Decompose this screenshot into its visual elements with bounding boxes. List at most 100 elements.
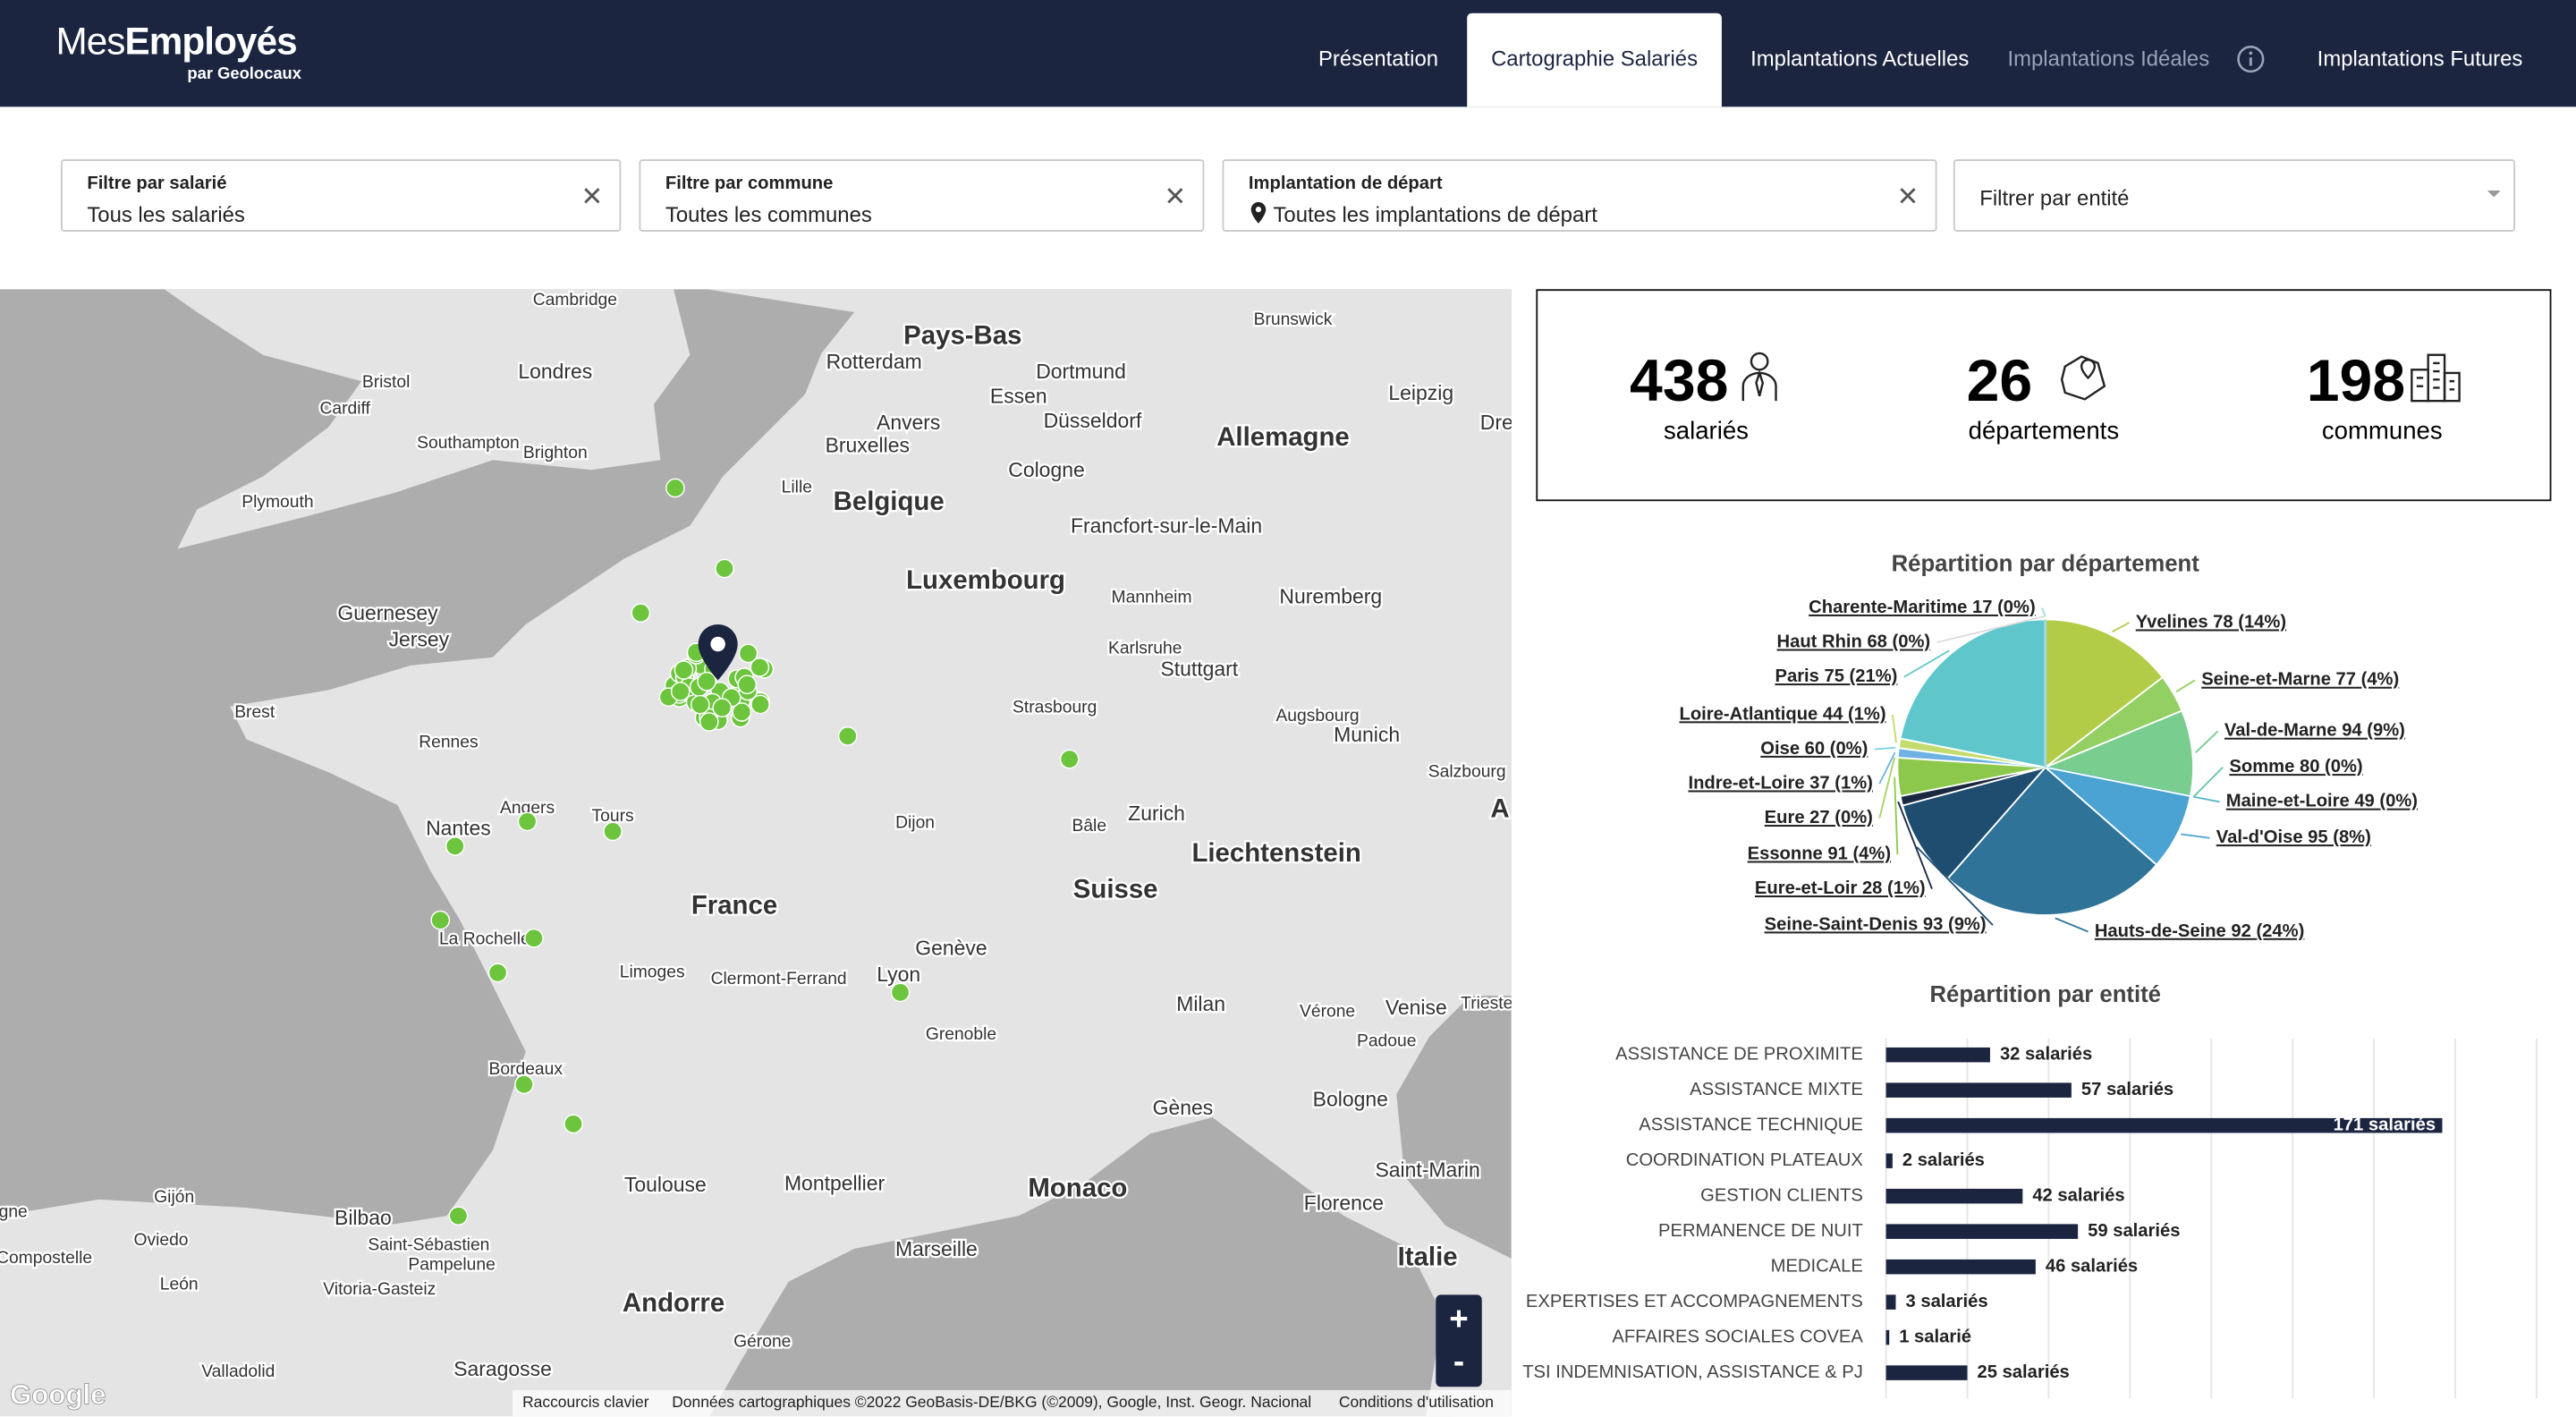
employee-dot[interactable] (712, 698, 733, 717)
employee-dot[interactable] (448, 1206, 469, 1226)
employee-dot[interactable] (890, 982, 911, 1003)
place-label: Belgique (834, 487, 945, 516)
employee-dot[interactable] (732, 702, 752, 722)
pie-label: Charente-Maritime 17 (0%) (1809, 598, 2036, 617)
leader-line (1916, 846, 1994, 926)
zoom-in[interactable]: + (1449, 1300, 1468, 1336)
employee-dot[interactable] (487, 963, 508, 983)
pie-label: Somme 80 (0%) (2229, 757, 2362, 776)
employee-dot[interactable] (715, 558, 734, 579)
place-label: Zurich (1128, 802, 1185, 825)
place-label: Cardiff (320, 399, 371, 418)
nav-tab[interactable]: Implantations Idéales (2007, 46, 2210, 71)
value-label: 3 salariés (1906, 1292, 1988, 1311)
place-label: Dre (1480, 411, 1512, 434)
leader-line (1936, 615, 2046, 644)
filter[interactable]: Filtrer par entité (1953, 159, 2516, 232)
leader-line (2195, 730, 2219, 753)
nav-tab[interactable]: Implantations Futures (2317, 46, 2523, 71)
place-label: Cambridge (533, 291, 617, 310)
place-label: Bruxelles (826, 434, 910, 457)
employee-dot[interactable] (697, 671, 716, 692)
top-nav: MesEmployés par Geolocaux Présentation C… (0, 0, 2576, 107)
employee-dot[interactable] (750, 694, 770, 715)
place-label: Rotterdam (826, 350, 922, 373)
y-tick-label: MEDICALE (1771, 1256, 1863, 1276)
place-label: Clermont-Ferrand (711, 970, 847, 989)
place-label: Francfort-sur-le-Main (1071, 514, 1262, 538)
pie-label: Seine-et-Marne 77 (4%) (2201, 670, 2399, 690)
google-logo: Google (10, 1379, 106, 1410)
employee-dot[interactable] (517, 811, 538, 832)
employee-dot[interactable] (445, 836, 465, 856)
employee-dot[interactable] (690, 694, 710, 715)
place-label: Angers (500, 799, 555, 818)
pie-slice (2042, 709, 2194, 798)
employee-dot[interactable] (631, 603, 651, 623)
employee-dot[interactable] (750, 658, 770, 677)
place-label: Trieste (1461, 994, 1512, 1013)
employee-dot[interactable] (699, 712, 719, 732)
bar (1885, 1224, 2079, 1239)
employee-dot[interactable] (665, 478, 685, 498)
place-label: Karlsruhe (1108, 640, 1182, 658)
logo[interactable]: MesEmployés (55, 20, 297, 64)
nav-tab[interactable]: Cartographie Salariés (1467, 13, 1722, 107)
employee-dot[interactable] (1059, 749, 1080, 769)
attribution-link[interactable]: Conditions d'utilisation (1339, 1393, 1494, 1411)
clear-icon[interactable]: ✕ (1896, 183, 1919, 212)
place-label: Brighton (523, 444, 588, 462)
employee-dot[interactable] (603, 821, 623, 842)
employee-dot[interactable] (564, 1114, 583, 1134)
place-label: Bordeaux (489, 1060, 564, 1079)
zoom-out[interactable]: - (1453, 1343, 1464, 1379)
map[interactable]: Cambridge Pays-Bas Brunswick Rotterdam Dortm… (0, 289, 1512, 1417)
location-pin[interactable] (698, 624, 738, 681)
pie-label: Hauts-de-Seine 92 (24%) (2095, 921, 2304, 941)
place-label: Stuttgart (1160, 657, 1238, 680)
employee-dot[interactable] (738, 643, 758, 664)
employee-dot[interactable] (837, 726, 858, 746)
pie-label: Eure 27 (0%) (1765, 808, 1873, 827)
place-label: Andorre (623, 1288, 724, 1318)
land-uk (164, 289, 691, 549)
pie-label: Yvelines 78 (14%) (2136, 612, 2286, 632)
clear-icon[interactable]: ✕ (1164, 183, 1187, 212)
clear-icon[interactable]: ✕ (580, 183, 604, 212)
bar (1885, 1329, 1890, 1345)
employee-dot[interactable] (524, 928, 544, 948)
employee-dot[interactable] (514, 1074, 534, 1095)
y-tick-label: ASSISTANCE TECHNIQUE (1639, 1116, 1863, 1135)
place-label: León (160, 1275, 199, 1294)
value-label: 25 salariés (1978, 1362, 2070, 1382)
employee-dot[interactable] (430, 910, 451, 930)
stat-label: salariés (1663, 417, 1749, 445)
filter[interactable]: Filtre par salarié Tous les salariés ✕ (60, 159, 622, 232)
filter[interactable]: Implantation de départ Toutes les implan… (1222, 159, 1937, 232)
filter[interactable]: Filtre par commune Toutes les communes ✕ (639, 159, 1205, 232)
pie-label: Paris 75 (21%) (1775, 666, 1898, 686)
attribution-bar (513, 1389, 1512, 1417)
filter-label: Filtre par salarié (87, 174, 227, 194)
bar (1885, 1117, 2443, 1133)
employee-dot[interactable] (674, 660, 694, 680)
attribution-link[interactable]: Raccourcis clavier (522, 1393, 649, 1411)
place-label: Nuremberg (1279, 585, 1382, 608)
nav-tab[interactable]: Présentation (1318, 46, 1439, 71)
place-label: Bristol (362, 373, 411, 392)
info-icon[interactable] (2236, 45, 2266, 74)
value-label: 2 salariés (1902, 1150, 1985, 1170)
place-label: Anvers (877, 411, 940, 434)
leader-line (2055, 917, 2089, 933)
dropdown-arrow (2487, 191, 2501, 198)
employee-dot[interactable] (737, 675, 758, 695)
filter-label: Filtre par commune (665, 174, 834, 194)
place-label: Vérone (1300, 1003, 1355, 1022)
value-label: 42 salariés (2032, 1185, 2124, 1205)
pie-label: Loire-Atlantique 44 (1%) (1680, 704, 1886, 724)
attribution-text: Données cartographiques ©2022 GeoBasis-D… (672, 1393, 1311, 1411)
nav-tab[interactable]: Implantations Actuelles (1750, 46, 1970, 71)
place-label: Gènes (1153, 1096, 1214, 1119)
employee-dot[interactable] (670, 682, 691, 701)
value-label: 1 salarié (1899, 1327, 1971, 1346)
